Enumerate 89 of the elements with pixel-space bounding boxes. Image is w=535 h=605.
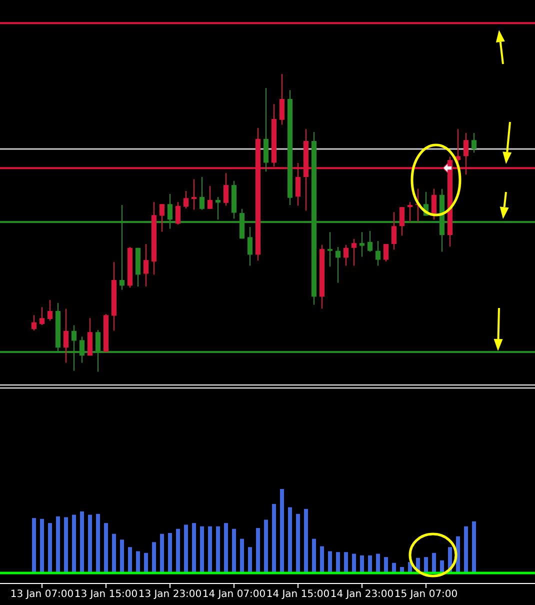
candlestick [400, 206, 404, 236]
candlestick [360, 232, 364, 258]
bar [232, 528, 236, 572]
bar [80, 511, 84, 572]
candlestick [160, 204, 164, 232]
candlestick [224, 172, 228, 206]
bar [72, 514, 76, 572]
bar [456, 536, 460, 572]
bar [240, 538, 244, 572]
bar [352, 554, 356, 572]
bar [424, 557, 428, 572]
bar [400, 567, 404, 572]
bar [256, 528, 260, 572]
bar [360, 555, 364, 572]
x-tick-label: 14 Jan 23:00 [330, 589, 394, 600]
candlestick [264, 87, 268, 172]
bar [48, 523, 52, 572]
bar [200, 526, 204, 572]
bar [168, 532, 172, 572]
bar [56, 516, 60, 572]
x-tick-label: 13 Jan 23:00 [138, 589, 202, 600]
bar [312, 538, 316, 572]
bar [64, 517, 68, 572]
candlestick [208, 185, 212, 210]
candlestick [384, 243, 388, 262]
bar [32, 518, 36, 572]
candlestick [192, 178, 196, 210]
candlestick [472, 132, 476, 154]
candlestick [408, 202, 412, 222]
bar [144, 552, 148, 572]
candlestick [184, 190, 188, 210]
bar [192, 523, 196, 572]
candlestick [368, 230, 372, 252]
bar [384, 557, 388, 572]
bar [288, 507, 292, 572]
bar [304, 508, 308, 572]
bar [104, 523, 108, 572]
bar [280, 489, 284, 572]
bar [176, 528, 180, 572]
bar [336, 552, 340, 572]
bar [120, 540, 124, 572]
bar [344, 552, 348, 572]
candlestick [48, 299, 52, 322]
bar [296, 514, 300, 572]
bar [96, 514, 100, 572]
bar [432, 552, 436, 572]
bar [136, 551, 140, 572]
bar [216, 526, 220, 572]
bar [376, 554, 380, 572]
bar [272, 504, 276, 572]
candlestick [456, 128, 460, 164]
bar [248, 547, 252, 572]
bar [160, 534, 164, 572]
bar [328, 551, 332, 572]
candlestick [40, 306, 44, 326]
bar [224, 523, 228, 572]
x-tick-label: 14 Jan 07:00 [202, 589, 266, 600]
candlestick [376, 240, 380, 266]
bar [264, 520, 268, 572]
bar [368, 555, 372, 572]
candlestick [352, 238, 356, 266]
candlestick [144, 243, 148, 288]
candlestick [280, 74, 284, 126]
candlestick [32, 314, 36, 332]
bar [464, 526, 468, 572]
candlestick [248, 226, 252, 266]
bar [440, 560, 444, 572]
bar [88, 514, 92, 572]
candlestick [392, 212, 396, 250]
bar [152, 542, 156, 572]
bar [320, 546, 324, 572]
bar [208, 526, 212, 572]
bar [184, 524, 188, 572]
bar [128, 547, 132, 572]
candlestick [64, 308, 68, 364]
candlestick [88, 318, 92, 356]
x-tick-label: 14 Jan 15:00 [266, 589, 330, 600]
bar [472, 521, 476, 572]
x-tick-label: 15 Jan 07:00 [394, 589, 458, 600]
bar [112, 534, 116, 572]
candlestick [328, 232, 332, 268]
candlestick [344, 244, 348, 266]
bar [392, 562, 396, 572]
bar [40, 518, 44, 572]
x-tick-label: 13 Jan 07:00 [10, 589, 74, 600]
x-tick-label: 13 Jan 15:00 [74, 589, 138, 600]
candlestick [176, 202, 180, 226]
candlestick [200, 176, 204, 210]
candlestick [336, 246, 340, 284]
